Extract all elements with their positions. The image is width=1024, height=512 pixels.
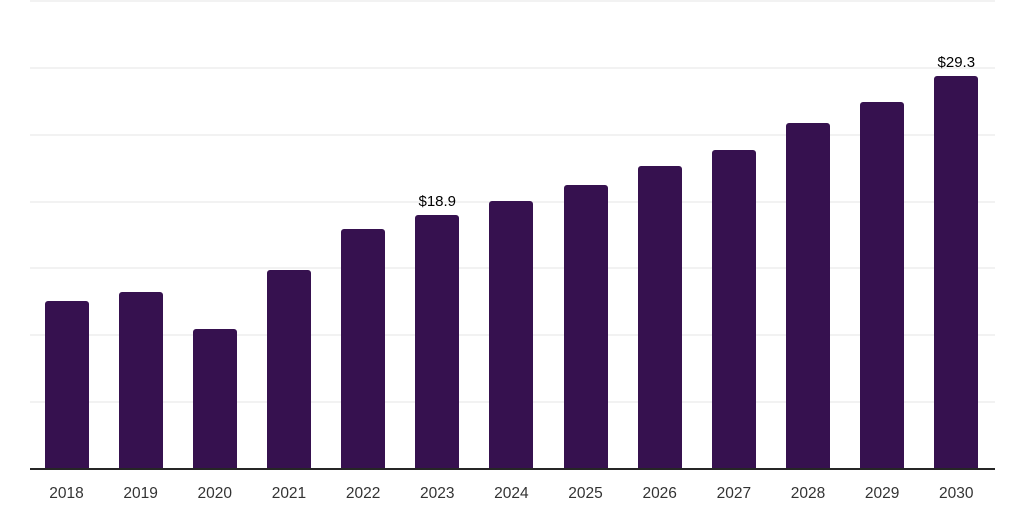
- x-tick-label-2021: 2021: [271, 485, 307, 502]
- data-label-2023: $18.9: [418, 193, 457, 211]
- x-tick-label-2027: 2027: [716, 485, 752, 502]
- bar-2025[interactable]: [563, 184, 608, 468]
- x-axis-line: [30, 468, 995, 470]
- x-tick-label-2020: 2020: [197, 485, 233, 502]
- x-tick-label-2025: 2025: [568, 485, 603, 502]
- gridline: [30, 0, 995, 3]
- bar-2026[interactable]: [637, 165, 682, 468]
- bar-2024[interactable]: [489, 200, 534, 468]
- bar-2019[interactable]: [118, 291, 163, 468]
- x-tick-label-2029: 2029: [864, 485, 900, 502]
- bar-2030[interactable]: [934, 76, 979, 468]
- bar-2021[interactable]: [266, 270, 311, 468]
- bar-2018[interactable]: [44, 300, 89, 468]
- bar-2028[interactable]: [786, 123, 830, 468]
- bar-2029[interactable]: [860, 101, 905, 468]
- gridline: [30, 66, 995, 69]
- bar-2020[interactable]: [192, 328, 237, 468]
- x-tick-label-2019: 2019: [123, 485, 158, 502]
- x-tick-label-2024: 2024: [494, 485, 529, 502]
- data-label-2030: $29.3: [937, 54, 976, 72]
- x-tick-label-2023: 2023: [420, 485, 455, 502]
- gridline: [30, 133, 995, 136]
- bar-2027[interactable]: [711, 149, 756, 468]
- x-tick-label-2030: 2030: [939, 485, 974, 502]
- x-tick-label-2026: 2026: [642, 485, 677, 502]
- x-tick-label-2018: 2018: [49, 485, 84, 502]
- bar-2022[interactable]: [341, 228, 386, 468]
- x-tick-label-2022: 2022: [345, 485, 381, 502]
- bar-2023[interactable]: [415, 215, 460, 468]
- x-tick-label-2028: 2028: [790, 485, 826, 502]
